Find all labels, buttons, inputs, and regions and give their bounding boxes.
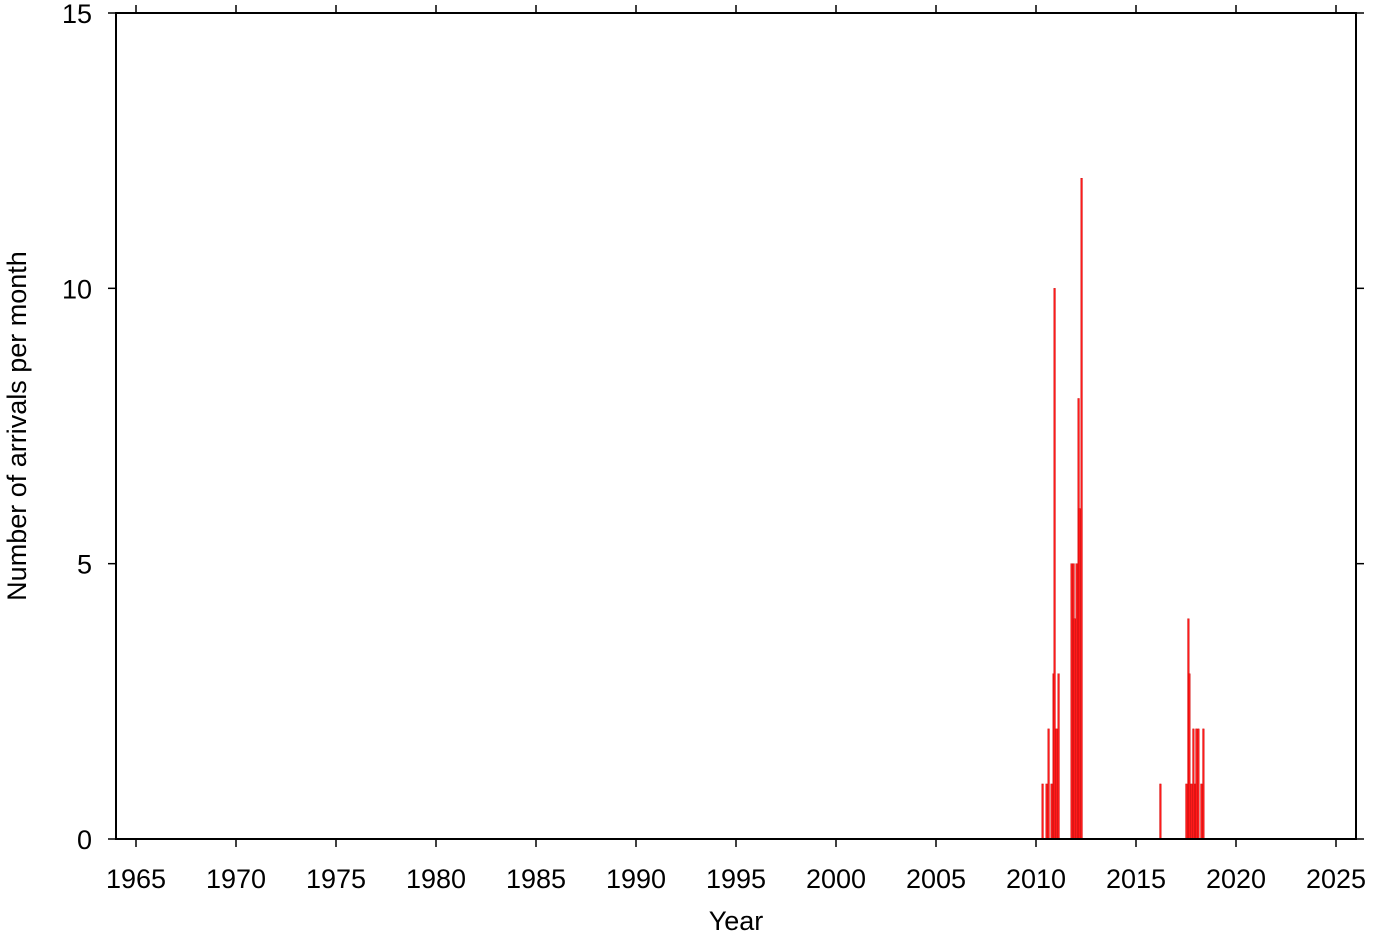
bar [1053, 288, 1056, 840]
x-tick-label: 2020 [1206, 864, 1266, 894]
bar [1075, 563, 1078, 840]
bar [1159, 783, 1162, 840]
x-tick-label: 1970 [206, 864, 266, 894]
bar [1073, 618, 1076, 840]
y-tick-label: 15 [62, 0, 92, 29]
bar [1190, 783, 1193, 840]
x-tick-label: 1980 [406, 864, 466, 894]
x-tick-label: 1965 [106, 864, 166, 894]
y-tick-label: 0 [77, 825, 92, 855]
bar [1188, 673, 1191, 840]
x-tick-label: 2015 [1106, 864, 1166, 894]
bar [1200, 783, 1203, 840]
y-axis-label: Number of arrivals per month [2, 251, 32, 601]
bar [1078, 508, 1081, 840]
x-tick-label: 1985 [506, 864, 566, 894]
bar [1055, 728, 1058, 840]
bar [1045, 783, 1048, 840]
bar [1195, 728, 1198, 840]
x-tick-label: 2000 [806, 864, 866, 894]
bar [1070, 563, 1073, 840]
x-tick-label: 1995 [706, 864, 766, 894]
bar [1041, 783, 1044, 840]
bar [1047, 728, 1050, 840]
plot-frame [115, 12, 1357, 840]
y-tick-label: 10 [62, 274, 92, 304]
bar [1185, 783, 1188, 840]
y-tick-label: 5 [77, 550, 92, 580]
x-tick-label: 2005 [906, 864, 966, 894]
x-axis-label: Year [709, 906, 764, 936]
bar [1192, 728, 1195, 840]
x-tick-label: 2010 [1006, 864, 1066, 894]
x-tick-label: 1990 [606, 864, 666, 894]
x-tick-label: 2025 [1306, 864, 1366, 894]
bar [1057, 673, 1060, 840]
bar [1197, 728, 1200, 840]
x-tick-label: 1975 [306, 864, 366, 894]
bar [1080, 177, 1083, 840]
bar [1202, 728, 1205, 840]
bar [1050, 783, 1053, 840]
